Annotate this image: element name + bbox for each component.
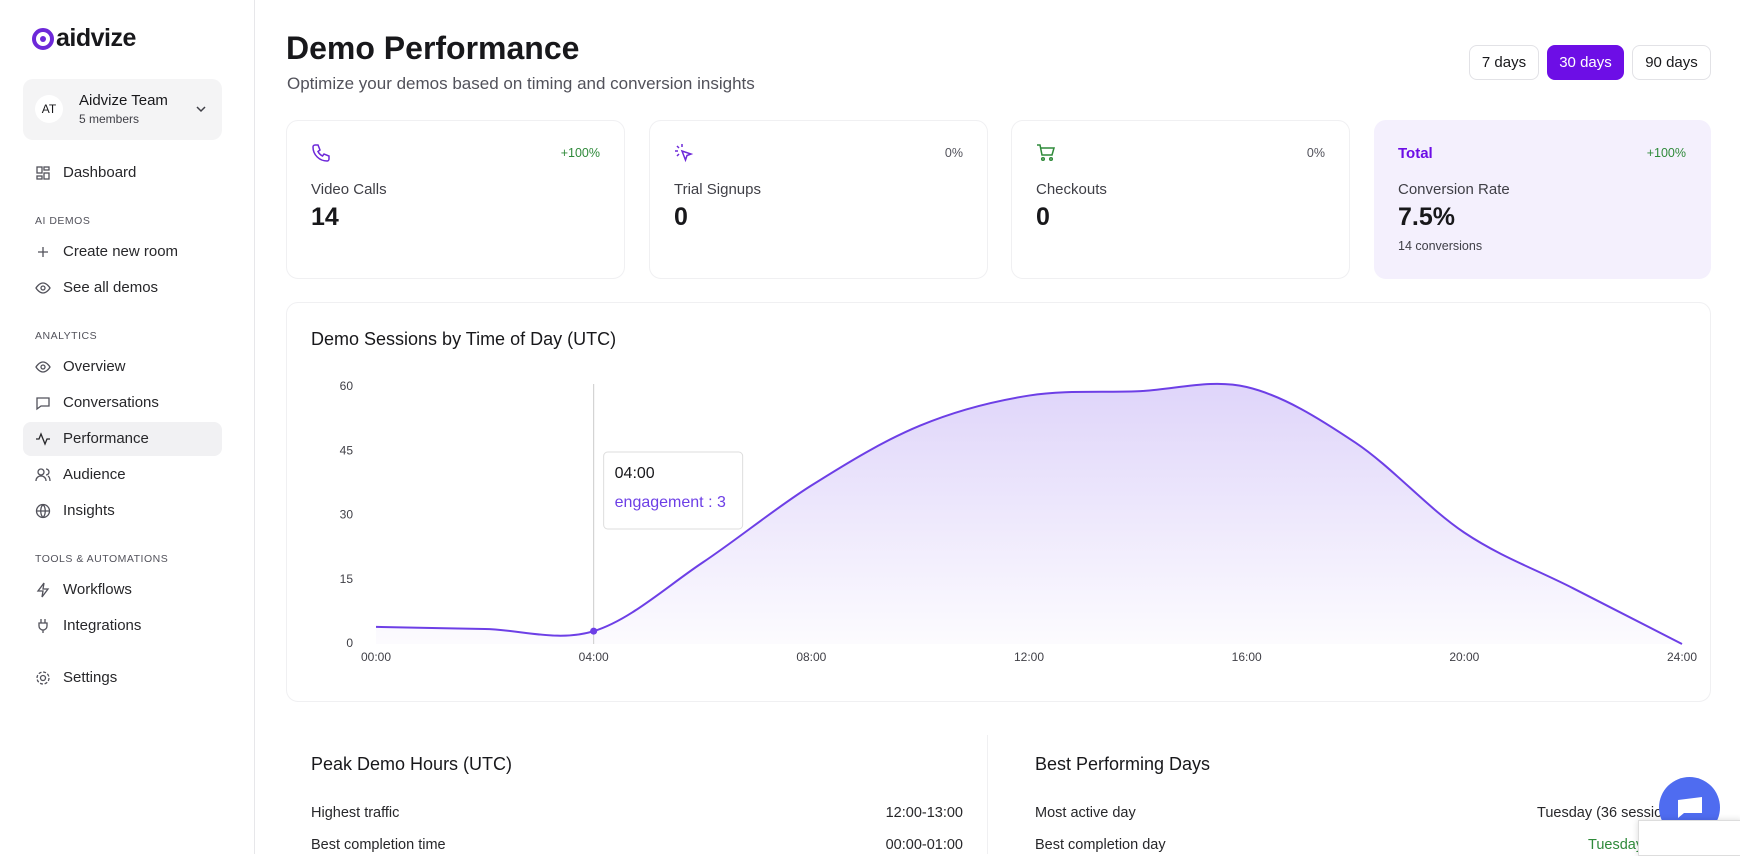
- page-title: Demo Performance: [286, 30, 580, 66]
- nav-icon: [36, 671, 50, 685]
- stat-note: 14 conversions: [1398, 239, 1483, 253]
- nav-icon: [36, 432, 50, 446]
- active-nav-bg: [23, 422, 222, 456]
- range-button[interactable]: 7 days: [1469, 45, 1539, 80]
- stat-tag: Total: [1398, 145, 1433, 162]
- row-label: Most active day: [1035, 805, 1136, 821]
- stat-card: 0% Checkouts 0: [1011, 120, 1350, 279]
- stat-card-total: Total +100% Conversion Rate 7.5% 14 conv…: [1374, 120, 1711, 279]
- chart-title: Demo Sessions by Time of Day (UTC): [311, 329, 616, 349]
- y-tick-label: 30: [340, 508, 354, 522]
- nav-item[interactable]: Overview: [63, 358, 126, 375]
- nav-item[interactable]: Integrations: [63, 617, 142, 634]
- x-tick-label: 20:00: [1449, 650, 1479, 664]
- nav-icon: [35, 361, 51, 373]
- x-tick-label: 16:00: [1232, 650, 1262, 664]
- stat-label: Video Calls: [311, 181, 387, 198]
- section-title: Best Performing Days: [1035, 754, 1211, 774]
- y-tick-label: 15: [340, 572, 354, 586]
- stat-change: +100%: [560, 146, 600, 160]
- nav-icon: [35, 282, 51, 294]
- chevron: [196, 106, 206, 113]
- range-button-active[interactable]: 30 days: [1547, 45, 1624, 80]
- phone-icon: [312, 144, 330, 162]
- stat-label: Conversion Rate: [1398, 181, 1510, 198]
- stat-value: 0: [674, 203, 688, 231]
- team-avatar: AT: [35, 95, 63, 123]
- cursor-icon: [675, 144, 694, 163]
- nav-item[interactable]: Insights: [63, 502, 115, 519]
- nav-icon: [35, 503, 51, 519]
- y-tick-label: 0: [346, 636, 353, 650]
- x-tick-label: 04:00: [579, 650, 609, 664]
- stat-card: +100% Video Calls 14: [286, 120, 625, 279]
- row-value: 12:00-13:00: [885, 805, 963, 821]
- logo-icon: [32, 28, 54, 50]
- stat-label: Checkouts: [1036, 181, 1107, 198]
- x-tick-label: 08:00: [796, 650, 826, 664]
- team-name: Aidvize Team: [79, 92, 168, 109]
- team-members: 5 members: [79, 112, 140, 126]
- chart: Demo Sessions by Time of Day (UTC) 0 15 30…: [311, 329, 1697, 664]
- stat-value: 14: [311, 203, 339, 231]
- nav-item[interactable]: Settings: [63, 669, 118, 686]
- stat-change: 0%: [1306, 146, 1325, 160]
- range-button[interactable]: 90 days: [1632, 45, 1711, 80]
- nav-icon: [35, 468, 51, 482]
- stat-value: 0: [1036, 203, 1050, 231]
- chat-icon: [1678, 797, 1702, 818]
- area: [376, 383, 1682, 644]
- nav-item[interactable]: Workflows: [63, 581, 132, 598]
- tooltip-value: engagement : 3: [615, 494, 726, 511]
- nav-item[interactable]: Dashboard: [63, 164, 137, 181]
- y-tick-label: 45: [340, 443, 354, 457]
- tooltip-title: 04:00: [615, 465, 655, 482]
- stat-card: 0% Trial Signups 0: [649, 120, 988, 279]
- section-title: Peak Demo Hours (UTC): [311, 754, 513, 774]
- nav-icon: [36, 582, 50, 598]
- y-tick-label: 60: [340, 379, 354, 393]
- row-value: Tuesday (36 sessions): [1537, 805, 1683, 821]
- x-tick-label: 24:00: [1667, 650, 1697, 664]
- x-tick-label: 00:00: [361, 650, 391, 664]
- nav-section-title: AI DEMOS: [35, 215, 91, 227]
- x-tick-label: 12:00: [1014, 650, 1044, 664]
- logo: aidvize: [56, 24, 136, 52]
- nav-item[interactable]: See all demos: [63, 279, 159, 296]
- row-value: 00:00-01:00: [885, 837, 963, 853]
- cart-icon: [1037, 144, 1055, 162]
- nav-section-title: ANALYTICS: [35, 330, 98, 342]
- nav-icon: [36, 166, 50, 180]
- tooltip: [603, 451, 744, 530]
- row-label: Highest traffic: [311, 805, 400, 821]
- nav-item[interactable]: Create new room: [63, 243, 179, 260]
- chart-card: [286, 302, 1711, 702]
- team-switcher[interactable]: AT Aidvize Team 5 members: [23, 79, 222, 140]
- row-value: Tuesday: [1588, 837, 1644, 853]
- stat-change: +100%: [1646, 146, 1686, 160]
- nav-icon: [38, 619, 48, 633]
- page-subtitle: Optimize your demos based on timing and …: [287, 74, 755, 93]
- row-label: Best completion day: [1035, 837, 1166, 853]
- stat-change: 0%: [944, 146, 963, 160]
- stat-label: Trial Signups: [674, 181, 761, 198]
- nav-item[interactable]: Audience: [63, 466, 126, 483]
- nav-icon: [36, 397, 50, 411]
- row-label: Best completion time: [311, 837, 446, 853]
- sidebar: aidvize AT Aidvize Team 5 members Dashbo…: [0, 0, 255, 854]
- nav-section-title: TOOLS & AUTOMATIONS: [35, 553, 169, 565]
- stat-value: 7.5%: [1398, 203, 1455, 231]
- nav-icon: [38, 247, 48, 257]
- nav-item[interactable]: Conversations: [63, 394, 159, 411]
- active-point: [590, 627, 598, 635]
- nav-item[interactable]: Performance: [63, 430, 149, 447]
- preview-thumbnail: [1638, 820, 1740, 856]
- divider: [987, 735, 988, 854]
